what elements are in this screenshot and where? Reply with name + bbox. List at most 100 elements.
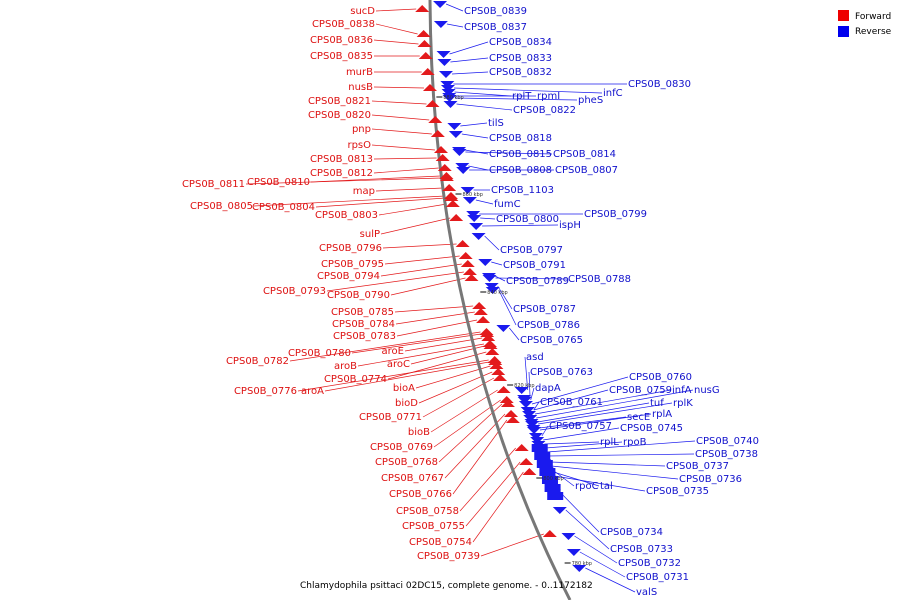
- gene-label-cps0b-0813: CPS0B_0813: [310, 154, 373, 165]
- connector-cps0b-0794: [380, 263, 462, 277]
- forward-gene-feature: [425, 100, 440, 107]
- gene-label-cps0b-0834: CPS0B_0834: [489, 37, 552, 48]
- gene-label-vals: valS: [636, 587, 657, 598]
- gene-label-cps0b-0791: CPS0B_0791: [503, 260, 566, 271]
- gene-label-aroe: aroE: [382, 346, 404, 357]
- connector-cps0b-0797: [484, 235, 500, 251]
- connector-rpso: [371, 144, 436, 151]
- gene-label-cps0b-0736: CPS0B_0736: [679, 474, 742, 485]
- forward-gene-feature: [449, 214, 464, 221]
- gene-label-cps0b-0755: CPS0B_0755: [402, 521, 465, 532]
- gene-label-cps0b-0735: CPS0B_0735: [646, 486, 709, 497]
- connector-cps0b-0810: [310, 175, 441, 183]
- gene-label-cps0b-0739: CPS0B_0739: [417, 551, 480, 562]
- gene-label-cps0b-0763: CPS0B_0763: [530, 367, 593, 378]
- reverse-gene-feature: [447, 123, 462, 130]
- forward-gene-feature: [489, 362, 504, 369]
- connector-rpla: [539, 413, 652, 431]
- connector-cps0b-0758: [459, 447, 516, 512]
- gene-label-cps0b-1103: CPS0B_1103: [491, 185, 554, 196]
- gene-label-biod: bioD: [395, 398, 418, 409]
- legend-swatch-reverse: [838, 26, 849, 37]
- gene-label-rpla: rplA: [652, 409, 672, 420]
- gene-label-fumc: fumC: [494, 199, 521, 210]
- label-connectors: [245, 3, 696, 593]
- gene-label-cps0b-0740: CPS0B_0740: [696, 436, 759, 447]
- connector-cps0b-0737: [550, 461, 666, 467]
- gene-labels: sucD CPS0B_0838 CPS0B_0836 CPS0B_0835 murB nu…: [182, 6, 759, 598]
- gene-label-cps0b-0738: CPS0B_0738: [695, 449, 758, 460]
- connector-cps0b-0793: [326, 271, 464, 292]
- gene-label-rplk: rplK: [673, 398, 693, 409]
- forward-gene-feature: [416, 30, 431, 37]
- gene-label-cps0b-0767: CPS0B_0767: [381, 473, 444, 484]
- gene-label-cps0b-0731: CPS0B_0731: [626, 572, 689, 583]
- reverse-gene-feature: [517, 397, 532, 404]
- gene-label-cps0b-0776: CPS0B_0776: [234, 386, 297, 397]
- connector-cps0b-0804: [315, 197, 446, 208]
- forward-gene-feature: [488, 358, 503, 365]
- gene-label-cps0b-0769: CPS0B_0769: [370, 442, 433, 453]
- connector-cps0b-0769: [433, 399, 501, 448]
- forward-gene-feature: [493, 374, 508, 381]
- connector-cps0b-0782: [289, 331, 481, 362]
- connector-aroe: [404, 337, 483, 352]
- tick-label: 860 kbp: [463, 192, 483, 198]
- connector-infa: [534, 389, 672, 415]
- forward-gene-feature: [485, 348, 500, 355]
- connector-cps0b-0800: [480, 217, 496, 220]
- gene-label-tal: tal: [600, 481, 613, 492]
- reverse-gene-feature: [452, 149, 467, 156]
- connector-rplt: [454, 91, 512, 97]
- gene-label-rplt: rplT: [512, 91, 532, 102]
- connector-cps0b-0754: [472, 471, 524, 543]
- connector-aroa: [324, 361, 490, 392]
- reverse-gene-feature: [448, 131, 463, 138]
- connector-cps0b-0836: [373, 39, 419, 45]
- connector-cps0b-0759: [533, 389, 609, 411]
- legend-label-forward: Forward: [855, 12, 891, 22]
- connector-phes: [455, 97, 578, 101]
- tick-label: 840 kbp: [487, 290, 507, 296]
- genome-caption: Chlamydophila psittaci 02DC15, complete …: [300, 581, 593, 591]
- connector-cps0b-0765: [509, 327, 520, 341]
- gene-label-cps0b-0805: CPS0B_0805: [190, 201, 253, 212]
- gene-label-cps0b-0754: CPS0B_0754: [409, 537, 472, 548]
- forward-gene-feature: [428, 116, 443, 123]
- connector-cps0b-0821: [371, 100, 427, 105]
- gene-label-isph: ispH: [559, 220, 581, 231]
- gene-label-bioa: bioA: [393, 383, 415, 394]
- connector-cps0b-0785: [394, 305, 474, 313]
- reverse-gene-feature: [552, 507, 567, 514]
- connector-infc: [453, 87, 603, 94]
- reverse-gene-feature: [547, 492, 564, 500]
- forward-gene-feature: [417, 40, 432, 47]
- connector-pnp: [371, 128, 432, 135]
- connector-asd: [524, 356, 529, 391]
- forward-gene-feature: [499, 396, 514, 403]
- gene-label-cps0b-0732: CPS0B_0732: [618, 558, 681, 569]
- connector-cps0b-0796: [382, 243, 457, 249]
- gene-label-map: map: [353, 186, 375, 197]
- reverse-gene-feature: [520, 407, 535, 414]
- connector-cps0b-0837: [446, 23, 464, 28]
- connector-sece: [539, 416, 627, 429]
- forward-gene-feature: [462, 268, 477, 275]
- reverse-gene-feature: [467, 215, 482, 222]
- tick-label: 800 kbp: [543, 476, 563, 482]
- connector-rpll: [544, 441, 600, 445]
- reverse-gene-feature: [442, 95, 457, 102]
- connector-cps0b-0805: [253, 195, 445, 207]
- connector-biod: [418, 371, 493, 404]
- gene-label-rpll: rplL: [600, 437, 619, 448]
- gene-label-cps0b-0794: CPS0B_0794: [317, 271, 380, 282]
- connector-cps0b-0822: [456, 103, 513, 111]
- gene-label-cps0b-0766: CPS0B_0766: [389, 489, 452, 500]
- connector-bioa: [415, 365, 491, 389]
- gene-label-sucd: sucD: [350, 6, 375, 17]
- gene-label-cps0b-0836: CPS0B_0836: [310, 35, 373, 46]
- forward-gene-feature: [522, 468, 537, 475]
- forward-gene-feature: [422, 84, 437, 91]
- connector-sucd: [375, 8, 417, 12]
